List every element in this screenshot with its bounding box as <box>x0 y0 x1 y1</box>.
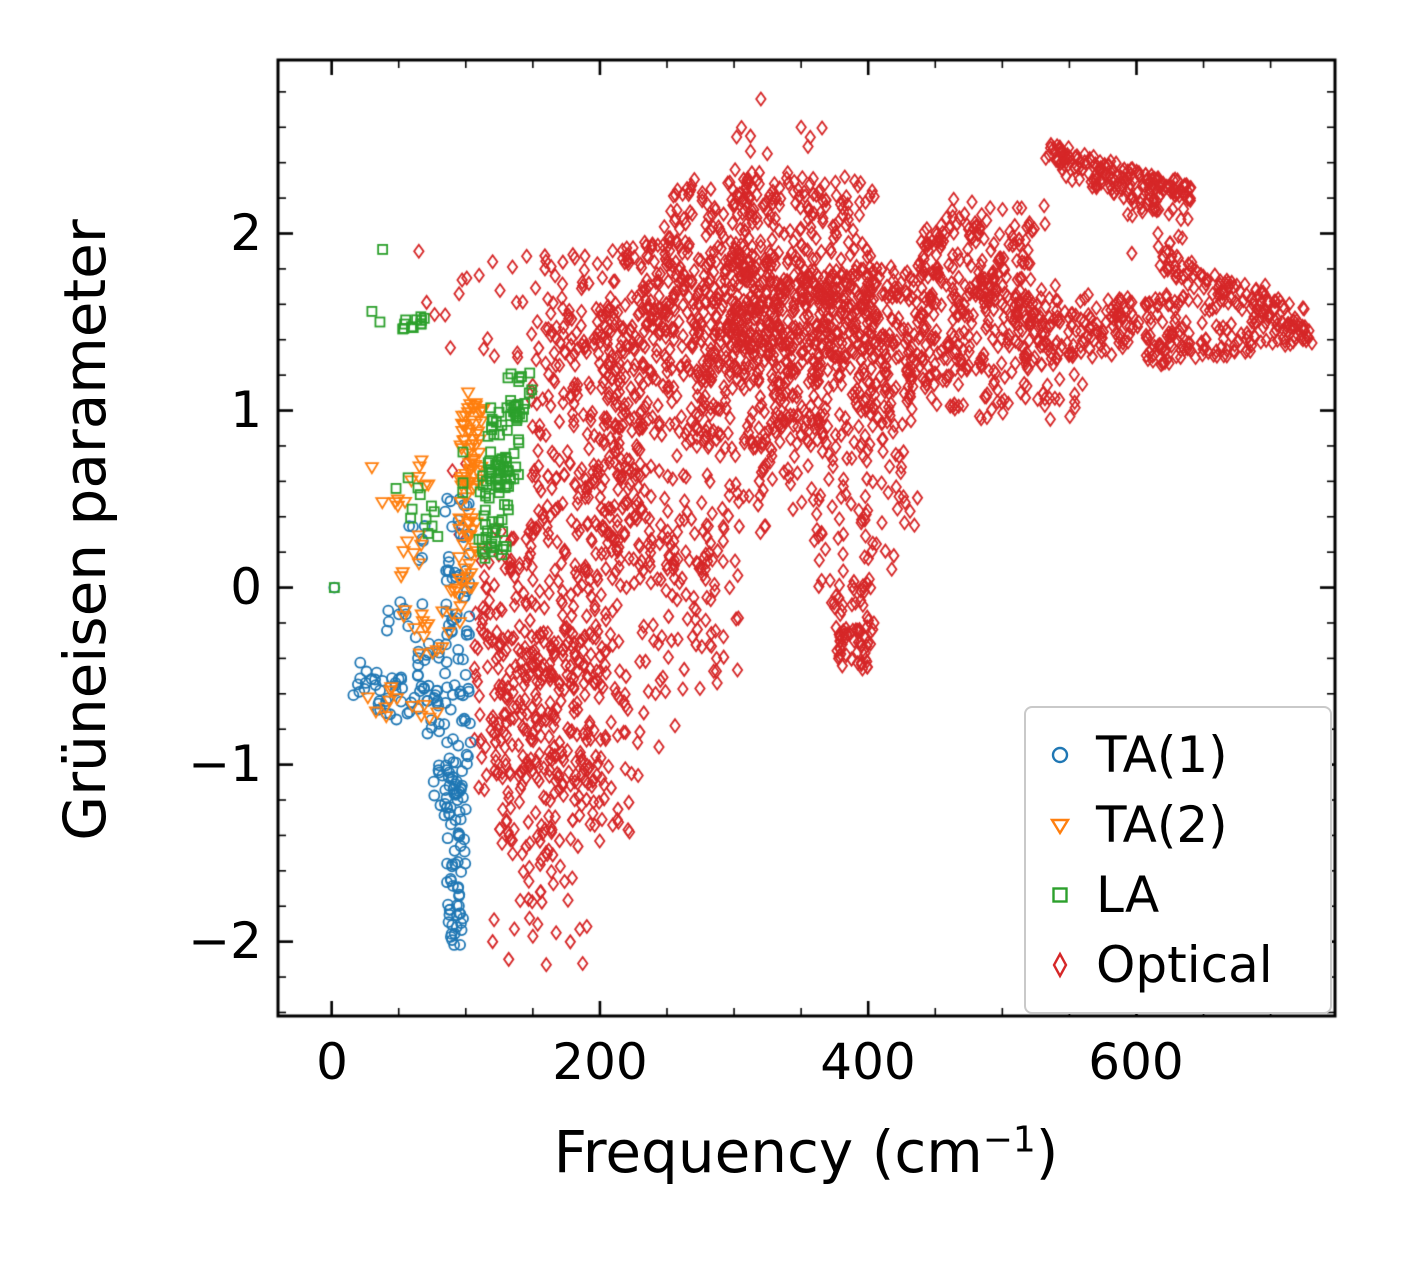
circle-marker-icon <box>1051 746 1069 764</box>
y-axis-label: Grüneisen parameter <box>51 219 119 841</box>
legend-label: LA <box>1096 866 1160 924</box>
y-tick-label: 0 <box>230 558 262 616</box>
legend-item-la: LA <box>1044 860 1312 930</box>
diamond-marker-icon <box>1052 951 1068 979</box>
x-tick-label: 0 <box>316 1033 348 1091</box>
y-tick-label: 1 <box>230 381 262 439</box>
y-tick-label: 2 <box>230 204 262 262</box>
legend-item-ta1: TA(1) <box>1044 720 1312 790</box>
legend-label: Optical <box>1096 936 1273 994</box>
x-axis-label-text: Frequency (cm <box>553 1118 983 1186</box>
legend-item-ta2: TA(2) <box>1044 790 1312 860</box>
x-axis-label: Frequency (cm−1) <box>300 1118 1312 1186</box>
legend-label: TA(2) <box>1096 796 1228 854</box>
x-axis-label-suffix: ) <box>1035 1118 1059 1186</box>
legend-item-optical: Optical <box>1044 930 1312 1000</box>
y-tick-label: −1 <box>188 735 262 793</box>
x-tick-label: 600 <box>1088 1033 1184 1091</box>
x-tick-label: 200 <box>552 1033 648 1091</box>
square-marker-icon <box>1052 887 1068 903</box>
legend: TA(1) TA(2) LA Optical <box>1024 706 1332 1014</box>
x-axis-label-superscript: −1 <box>982 1119 1036 1161</box>
triangle-down-marker-icon <box>1049 818 1071 836</box>
x-tick-label: 400 <box>820 1033 916 1091</box>
y-tick-label: −2 <box>188 912 262 970</box>
legend-label: TA(1) <box>1096 726 1228 784</box>
